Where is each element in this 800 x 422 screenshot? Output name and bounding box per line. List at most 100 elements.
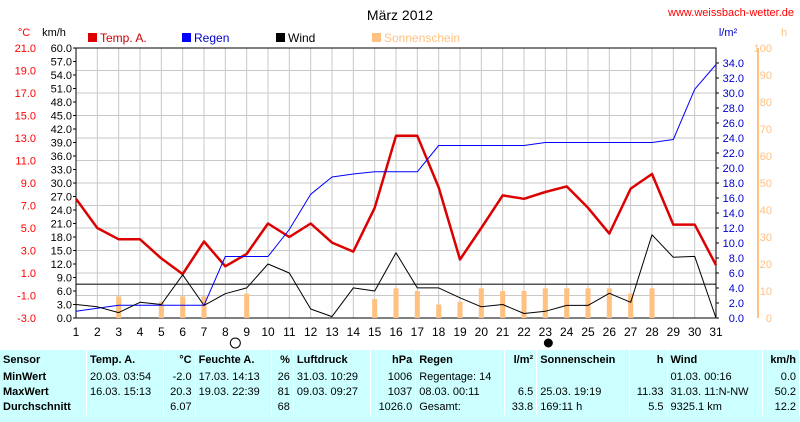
- header-temp-unit: °C: [163, 350, 196, 370]
- sunshine-bar: [521, 291, 527, 318]
- temp-tick-label: 7.0: [21, 201, 36, 213]
- wind-tick-label: 9.0: [57, 273, 72, 285]
- rain-tick-label: 28.0: [723, 103, 744, 115]
- wind-tick-label: 42.0: [51, 124, 72, 136]
- max-sun-time: 25.03. 19:19: [536, 385, 630, 400]
- rain-tick-label: 14.0: [723, 208, 744, 220]
- statistics-panel: Sensor Temp. A. °C Feuchte A. % Luftdruc…: [0, 350, 800, 422]
- legend-swatch-wind: [276, 33, 285, 42]
- avg-temp-note: [86, 400, 164, 415]
- wind-tick-label: 24.0: [51, 205, 72, 217]
- rain-tick-label: 18.0: [723, 178, 744, 190]
- sunshine-bar: [649, 288, 655, 318]
- x-tick-label: 21: [496, 325, 510, 339]
- rain-tick-label: 24.0: [723, 133, 744, 145]
- sun-total-hours: 169:11 h: [536, 400, 630, 415]
- sun-tick-label: 40: [760, 205, 772, 217]
- sun-tick-label: 50: [760, 178, 772, 190]
- sun-tick-label: 60: [760, 151, 772, 163]
- full-moon-icon: [229, 337, 241, 349]
- x-tick-label: 25: [581, 325, 595, 339]
- rain-tick-label: 10.0: [723, 238, 744, 250]
- max-humidity-value: 81: [271, 385, 294, 400]
- x-tick-label: 27: [624, 325, 638, 339]
- x-tick-label: 12: [304, 325, 318, 339]
- max-wind-time: 31.03. 11:N-NW: [667, 385, 764, 400]
- row-label-max: MaxWert: [0, 385, 87, 400]
- rain-tick-label: 4.0: [729, 283, 744, 295]
- wind-tick-label: 60.0: [51, 43, 72, 55]
- x-tick-label: 23: [539, 325, 553, 339]
- sun-tick-label: 70: [760, 124, 772, 136]
- sunshine-bar: [372, 299, 378, 318]
- wind-tick-label: 57.0: [51, 57, 72, 69]
- header-rain-label: Regen: [415, 350, 506, 370]
- header-sun-unit: h: [629, 350, 668, 370]
- series-line-rain: [75, 64, 717, 312]
- header-wind-label: Wind: [667, 350, 764, 370]
- sun-tick-label: 0: [766, 313, 772, 325]
- temp-tick-label: 13.0: [15, 133, 36, 145]
- x-tick-label: 13: [325, 325, 339, 339]
- temp-tick-label: 5.0: [21, 223, 36, 235]
- series-line-wind: [75, 234, 717, 319]
- max-pressure-time: 09.03. 09:27: [293, 385, 371, 400]
- min-wind-value: 0.0: [762, 370, 800, 385]
- min-pressure-time: 31.03. 10:29: [293, 370, 371, 385]
- temp-tick-label: 9.0: [21, 178, 36, 190]
- x-tick-label: 10: [261, 325, 275, 339]
- wind-tick-label: 0.0: [57, 313, 72, 325]
- x-tick-label: 4: [137, 325, 144, 339]
- x-tick-label: 30: [688, 325, 702, 339]
- sun-avg-value: 5.5: [629, 400, 668, 415]
- x-tick-label: 14: [347, 325, 361, 339]
- rain-tick-label: 2.0: [729, 298, 744, 310]
- x-tick-label: 20: [475, 325, 489, 339]
- wind-tick-label: 30.0: [51, 178, 72, 190]
- x-tick-label: 24: [560, 325, 574, 339]
- wind-tick-label: 27.0: [51, 192, 72, 204]
- wind-tick-label: 54.0: [51, 70, 72, 82]
- sunshine-bar: [457, 301, 463, 318]
- x-tick-label: 28: [645, 325, 659, 339]
- wind-tick-label: 3.0: [57, 300, 72, 312]
- temp-tick-label: -3.0: [17, 313, 36, 325]
- min-humidity-time: 17.03. 14:13: [195, 370, 273, 385]
- min-sun-value: [629, 370, 668, 385]
- max-rain-value: 6.5: [504, 385, 538, 400]
- weather-chart: -3.0-1.01.03.05.07.09.011.013.015.017.01…: [15, 7, 794, 349]
- rain-tick-label: 12.0: [723, 223, 744, 235]
- min-sun-time: [536, 370, 630, 385]
- x-tick-label: 7: [201, 325, 208, 339]
- sun-tick-label: 30: [760, 232, 772, 244]
- sunshine-bar: [116, 296, 122, 318]
- header-wind-unit: km/h: [762, 350, 800, 370]
- rain-days: Regentage: 14: [415, 370, 506, 385]
- x-tick-label: 17: [411, 325, 425, 339]
- series-line-temp: [74, 134, 718, 276]
- x-tick-label: 15: [368, 325, 382, 339]
- header-rain-unit: l/m²: [504, 350, 538, 370]
- avg-pressure-note: [293, 400, 371, 415]
- wind-tick-label: 36.0: [51, 151, 72, 163]
- x-tick-label: 29: [667, 325, 681, 339]
- rain-total-label: Gesamt:: [415, 400, 506, 415]
- x-tick-label: 18: [432, 325, 446, 339]
- legend-label-wind: Wind: [288, 31, 315, 45]
- wind-tick-label: 48.0: [51, 97, 72, 109]
- x-tick-label: 9: [243, 325, 250, 339]
- max-wind-value: 50.2: [762, 385, 800, 400]
- sunshine-bar: [585, 288, 591, 318]
- rain-tick-label: 0.0: [729, 313, 744, 325]
- header-humidity-unit: %: [271, 350, 294, 370]
- avg-pressure-value: 1026.0: [370, 400, 417, 415]
- sunshine-bar: [606, 288, 612, 318]
- x-tick-label: 19: [453, 325, 467, 339]
- min-wind-time: 01.03. 00:16: [667, 370, 764, 385]
- temp-tick-label: 17.0: [15, 88, 36, 100]
- rain-tick-label: 16.0: [723, 193, 744, 205]
- row-label-min: MinWert: [0, 370, 87, 385]
- x-tick-label: 2: [94, 325, 101, 339]
- max-rain-time: 08.03. 00:11: [415, 385, 506, 400]
- x-tick-label: 3: [115, 325, 122, 339]
